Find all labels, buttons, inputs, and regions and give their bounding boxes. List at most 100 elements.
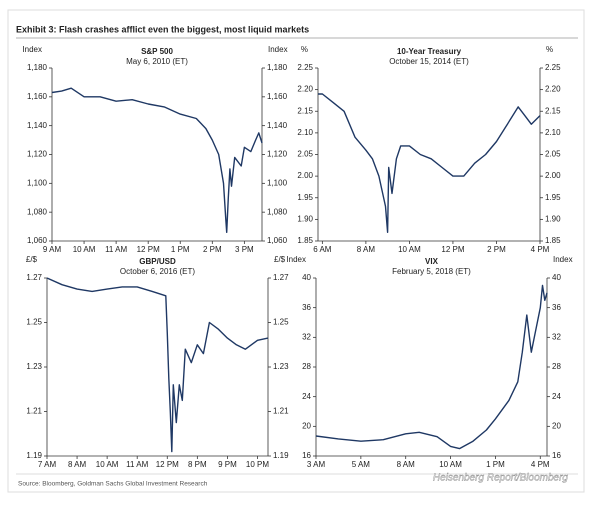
y-tick-label: 2.05: [297, 150, 313, 159]
y2-tick-label: 20: [552, 421, 561, 430]
x-tick-label: 1 PM: [171, 245, 190, 254]
y-tick-label: 2.25: [297, 63, 313, 72]
x-tick-label: 10 AM: [96, 460, 119, 469]
y2-axis-label: £/$: [274, 255, 286, 264]
y-tick-label: 1,060: [27, 236, 48, 245]
data-line: [315, 284, 548, 450]
y-tick-label: 1.19: [26, 451, 42, 460]
y2-axis-label: %: [546, 45, 553, 54]
y-tick-label: 1.85: [297, 236, 313, 245]
y2-tick-label: 1.95: [545, 193, 561, 202]
data-line: [318, 93, 541, 233]
y-tick-label: 1.90: [297, 214, 313, 223]
y-axis-label: Index: [286, 255, 306, 264]
x-tick-label: 11 AM: [126, 460, 148, 469]
y-tick-label: 1,140: [27, 121, 48, 130]
y-tick-label: 36: [302, 303, 311, 312]
chart-subtitle: February 5, 2018 (ET): [392, 267, 471, 276]
x-tick-label: 8 AM: [68, 460, 87, 469]
y-tick-label: 1,080: [27, 207, 48, 216]
y2-tick-label: 1.23: [273, 362, 289, 371]
y2-tick-label: 1,140: [267, 121, 288, 130]
y2-tick-label: 2.00: [545, 171, 561, 180]
y-tick-label: 16: [302, 451, 311, 460]
y2-tick-label: 1.27: [273, 273, 289, 282]
y-tick-label: 1.25: [26, 318, 42, 327]
y-tick-label: 1.27: [26, 273, 42, 282]
chart-subtitle: October 6, 2016 (ET): [120, 267, 195, 276]
y-tick-label: 1,160: [27, 92, 48, 101]
y-tick-label: 1.95: [297, 193, 313, 202]
x-tick-label: 7 AM: [38, 460, 57, 469]
y-tick-label: 1,120: [27, 150, 48, 159]
chart-subtitle: May 6, 2010 (ET): [126, 57, 188, 66]
y2-tick-label: 2.20: [545, 85, 561, 94]
y2-tick-label: 1,100: [267, 178, 288, 187]
y-tick-label: 2.10: [297, 128, 313, 137]
y2-tick-label: 24: [552, 392, 561, 401]
frame: [7, 9, 585, 493]
y-tick-label: 20: [302, 421, 311, 430]
x-tick-label: 12 PM: [156, 460, 179, 469]
y2-tick-label: 1.21: [273, 407, 289, 416]
y-tick-label: 2.15: [297, 106, 313, 115]
x-tick-label: 2 PM: [203, 245, 222, 254]
y2-tick-label: 32: [552, 332, 561, 341]
x-tick-label: 5 AM: [352, 460, 371, 469]
y2-tick-label: 28: [552, 362, 561, 371]
x-tick-label: 6 AM: [313, 245, 332, 254]
y2-tick-label: 2.15: [545, 106, 561, 115]
y-tick-label: 1.23: [26, 362, 42, 371]
x-tick-label: 3 AM: [307, 460, 326, 469]
y2-tick-label: 36: [552, 303, 561, 312]
x-tick-label: 10 AM: [439, 460, 462, 469]
y-tick-label: 40: [302, 273, 311, 282]
x-tick-label: 8 AM: [357, 245, 376, 254]
y2-tick-label: 1,120: [267, 150, 288, 159]
y-axis-label: Index: [22, 45, 42, 54]
figure-title: Exhibit 3: Flash crashes afflict even th…: [16, 24, 309, 34]
x-tick-label: 12 PM: [137, 245, 160, 254]
y2-tick-label: 2.25: [545, 63, 561, 72]
y-tick-label: 2.20: [297, 85, 313, 94]
y-tick-label: 1,100: [27, 178, 48, 187]
chart-title: VIX: [425, 257, 439, 266]
y-tick-label: 24: [302, 392, 311, 401]
y2-tick-label: 1.85: [545, 236, 561, 245]
x-tick-label: 8 PM: [188, 460, 207, 469]
y-axis-label: %: [301, 45, 308, 54]
x-tick-label: 9 AM: [43, 245, 62, 254]
x-tick-label: 12 PM: [441, 245, 464, 254]
chart-subtitle: October 15, 2014 (ET): [389, 57, 469, 66]
x-tick-label: 10 AM: [398, 245, 421, 254]
x-tick-label: 1 PM: [486, 460, 505, 469]
x-tick-label: 3 PM: [235, 245, 254, 254]
y2-tick-label: 40: [552, 273, 561, 282]
x-tick-label: 4 PM: [531, 245, 550, 254]
y2-tick-label: 1,160: [267, 92, 288, 101]
y-tick-label: 32: [302, 332, 311, 341]
x-tick-label: 10 PM: [246, 460, 269, 469]
x-tick-label: 4 PM: [531, 460, 550, 469]
chart-title: S&P 500: [141, 47, 173, 56]
watermark: Heisenberg Report/Bloomberg: [433, 473, 569, 484]
x-tick-label: 11 AM: [105, 245, 127, 254]
y2-tick-label: 1.19: [273, 451, 289, 460]
y-tick-label: 2.00: [297, 171, 313, 180]
y2-tick-label: 1.90: [545, 214, 561, 223]
y2-tick-label: 1.25: [273, 318, 289, 327]
y-tick-label: 28: [302, 362, 311, 371]
source: Source: Bloomberg, Goldman Sachs Global …: [18, 481, 208, 488]
x-tick-label: 8 AM: [397, 460, 416, 469]
y-tick-label: 1,180: [27, 63, 48, 72]
y-axis-label: £/$: [26, 255, 38, 264]
y2-tick-label: 16: [552, 451, 561, 460]
x-tick-label: 9 PM: [218, 460, 237, 469]
data-line: [51, 87, 263, 233]
y2-axis-label: Index: [268, 45, 288, 54]
data-line: [46, 277, 269, 453]
y2-tick-label: 1,060: [267, 236, 288, 245]
y2-tick-label: 2.05: [545, 150, 561, 159]
